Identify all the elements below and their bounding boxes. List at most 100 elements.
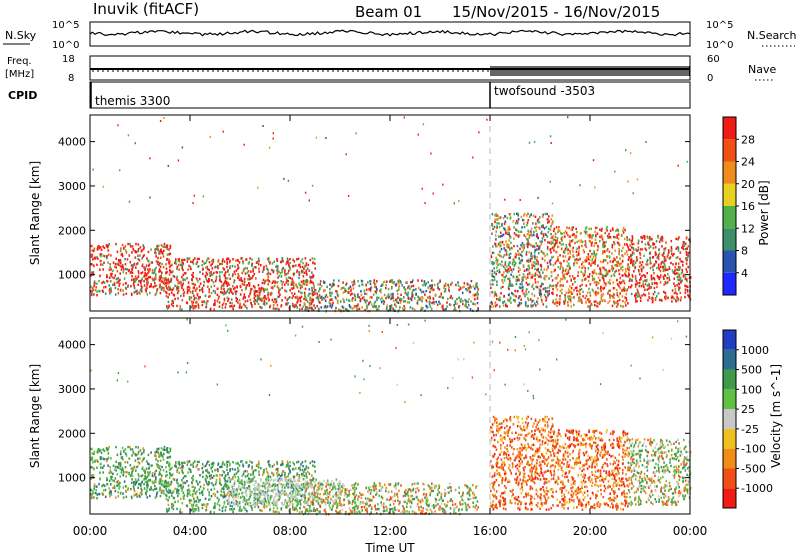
echo-cell xyxy=(91,452,94,455)
echo-cell xyxy=(115,460,117,463)
echo-cell xyxy=(551,222,553,225)
echo-cell xyxy=(682,260,684,264)
echo-cell xyxy=(618,253,620,256)
echo-cell xyxy=(245,284,248,288)
echo-cell xyxy=(603,286,606,290)
echo-cell xyxy=(172,293,175,296)
echo-cell xyxy=(551,202,554,205)
echo-cell xyxy=(296,297,298,300)
echo-cell xyxy=(603,279,605,282)
echo-cell xyxy=(103,449,106,453)
echo-cell xyxy=(641,248,644,251)
echo-cell xyxy=(252,285,255,288)
echo-cell xyxy=(183,291,186,294)
echo-cell xyxy=(677,286,680,289)
echo-cell xyxy=(149,478,151,482)
echo-cell xyxy=(318,294,321,297)
echo-cell xyxy=(168,262,171,265)
echo-cell xyxy=(177,462,180,465)
echo-cell xyxy=(231,302,233,305)
echo-cell xyxy=(646,278,648,282)
echo-cell xyxy=(647,299,649,302)
echo-cell xyxy=(602,260,604,264)
echo-cell xyxy=(358,284,361,288)
echo-cell xyxy=(258,297,260,301)
echo-cell xyxy=(230,305,232,308)
echo-cell xyxy=(138,475,140,478)
echo-cell xyxy=(141,286,143,289)
echo-cell xyxy=(265,264,268,268)
echo-cell xyxy=(146,283,149,286)
echo-cell xyxy=(651,238,653,241)
echo-cell xyxy=(174,261,176,265)
echo-cell xyxy=(603,281,606,285)
echo-cell xyxy=(146,460,148,463)
echo-cell xyxy=(263,498,266,501)
echo-cell xyxy=(431,301,433,305)
echo-cell xyxy=(139,482,142,486)
echo-cell xyxy=(174,260,177,263)
echo-cell xyxy=(127,285,129,288)
echo-cell xyxy=(646,284,649,287)
echo-cell xyxy=(292,497,294,501)
echo-cell xyxy=(634,294,637,297)
echo-cell xyxy=(559,301,561,304)
echo-cell xyxy=(114,293,117,296)
echo-cell xyxy=(398,286,400,289)
echo-cell xyxy=(434,294,437,297)
echo-cell xyxy=(511,291,513,295)
echo-cell xyxy=(299,468,302,472)
echo-cell xyxy=(194,283,196,287)
echo-cell xyxy=(179,281,181,284)
echo-cell xyxy=(169,252,172,255)
echo-cell xyxy=(109,280,112,283)
echo-cell xyxy=(281,260,283,263)
echo-cell xyxy=(650,274,653,277)
echo-cell xyxy=(470,300,472,303)
echo-cell xyxy=(188,264,190,268)
echo-cell xyxy=(548,259,551,263)
echo-cell xyxy=(129,464,132,467)
echo-cell xyxy=(122,469,124,472)
echo-cell xyxy=(144,469,147,473)
echo-cell xyxy=(94,491,97,495)
echo-cell xyxy=(325,306,328,309)
echo-cell xyxy=(666,276,668,280)
echo-cell xyxy=(177,482,179,485)
echo-cell xyxy=(535,225,538,229)
echo-cell xyxy=(91,456,93,459)
echo-cell xyxy=(587,267,590,270)
echo-cell xyxy=(570,292,573,296)
echo-cell xyxy=(533,244,535,248)
echo-cell xyxy=(550,218,553,221)
echo-cell xyxy=(687,265,689,269)
echo-cell xyxy=(102,185,105,188)
echo-cell xyxy=(548,286,550,289)
echo-cell xyxy=(359,298,362,301)
echo-cell xyxy=(158,489,161,492)
echo-cell xyxy=(123,246,125,250)
echo-cell xyxy=(533,264,536,267)
echo-cell xyxy=(575,250,578,253)
echo-cell xyxy=(574,280,576,283)
echo-cell xyxy=(326,285,328,289)
echo-cell xyxy=(131,245,134,248)
echo-cell xyxy=(123,449,125,453)
echo-cell xyxy=(585,301,587,304)
echo-cell xyxy=(91,271,93,274)
echo-cell xyxy=(178,460,181,464)
echo-cell xyxy=(664,282,667,285)
echo-cell xyxy=(165,285,167,288)
echo-cell xyxy=(235,292,237,296)
echo-cell xyxy=(639,296,642,300)
echo-cell xyxy=(168,265,171,269)
echo-cell xyxy=(449,296,452,299)
echo-cell xyxy=(223,260,226,263)
echo-cell xyxy=(233,279,236,282)
echo-cell xyxy=(379,289,381,292)
echo-cell xyxy=(279,475,282,478)
echo-cell xyxy=(237,264,239,267)
echo-cell xyxy=(165,485,167,488)
echo-cell xyxy=(139,457,141,460)
